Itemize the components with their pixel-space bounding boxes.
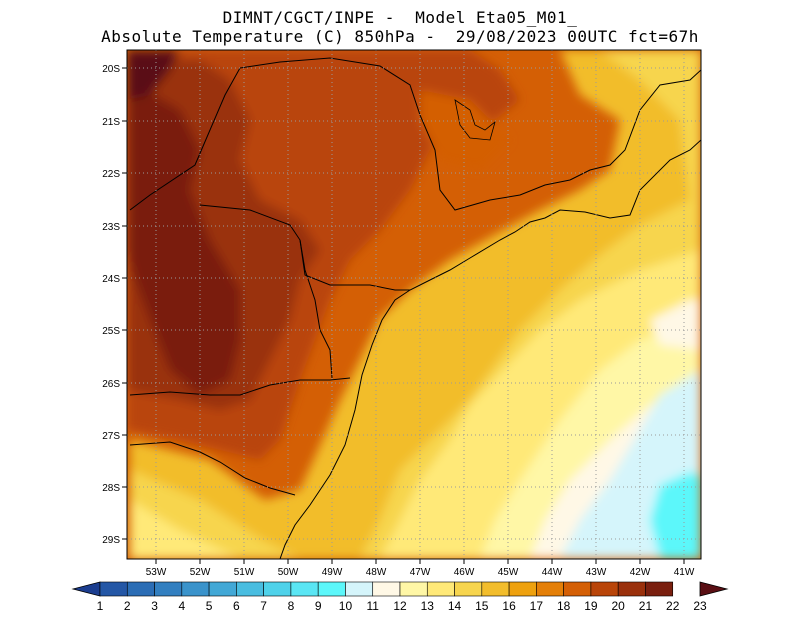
chart-title-line-2: Absolute Temperature (C) 850hPa - 29/08/… — [101, 27, 699, 46]
colorbar-segment — [372, 581, 401, 597]
colorbar-arrow-high — [699, 581, 729, 597]
colorbar-label: 13 — [421, 599, 435, 613]
colorbar-label: 22 — [666, 599, 680, 613]
colorbar-segment — [208, 581, 237, 597]
colorbar-segment — [481, 581, 510, 597]
lon-label: 49W — [322, 567, 343, 578]
lat-label: 28S — [102, 483, 120, 494]
colorbar-label: 23 — [693, 599, 707, 613]
colorbar-segment — [454, 581, 483, 597]
colorbar-segment — [563, 581, 592, 597]
contour-22 — [127, 50, 180, 100]
colorbar-label: 20 — [612, 599, 626, 613]
coastline — [279, 139, 701, 559]
lon-label: 47W — [410, 567, 431, 578]
lat-ticks — [122, 67, 127, 540]
colorbar-label: 3 — [151, 599, 158, 613]
colorbar-segment — [617, 581, 646, 597]
colorbar-label: 6 — [233, 599, 240, 613]
colorbar-segment — [317, 581, 346, 597]
colorbar-label: 7 — [260, 599, 267, 613]
colorbar-label: 14 — [448, 599, 462, 613]
colorbar-label: 2 — [124, 599, 131, 613]
river-parana — [299, 239, 333, 379]
colorbar-label: 1 — [97, 599, 104, 613]
lat-label: 27S — [102, 431, 120, 442]
lon-label: 52W — [190, 567, 211, 578]
contour-18-inner — [420, 90, 510, 170]
colorbar-segment — [590, 581, 619, 597]
colorbar-segment — [154, 581, 183, 597]
colorbar-label: 8 — [288, 599, 295, 613]
lon-label: 44W — [542, 567, 563, 578]
lat-label: 29S — [102, 535, 120, 546]
lon-label: 41W — [674, 567, 695, 578]
colorbar-label: 19 — [584, 599, 598, 613]
map-frame — [126, 49, 702, 560]
colorbar-segment — [536, 581, 564, 597]
contour-21 — [127, 80, 240, 395]
lat-label: 23S — [102, 222, 120, 233]
lake-furnas — [454, 99, 496, 141]
colorbar-segment — [126, 581, 155, 597]
colorbar-arrow-low — [71, 581, 101, 597]
colorbar-label: 11 — [366, 599, 379, 613]
state-border-ms-sp — [129, 67, 241, 211]
lat-label: 21S — [102, 117, 120, 128]
lon-label: 43W — [586, 567, 607, 578]
lat-label: 25S — [102, 326, 120, 337]
colorbar-label: 21 — [639, 599, 653, 613]
lon-label: 46W — [454, 567, 475, 578]
state-border-pr-sp — [199, 204, 410, 291]
colorbar-segment — [99, 581, 128, 597]
colorbar-segment — [426, 581, 455, 597]
state-border-mg-rj-es — [569, 69, 701, 181]
state-border-mg-sp — [239, 57, 571, 211]
colorbar-segment — [645, 581, 674, 597]
colorbar-label: 17 — [530, 599, 544, 613]
chart-title-line-1: DIMNT/CGCT/INPE - Model Eta05_M01_ — [222, 8, 578, 27]
state-border-sc-rs — [129, 441, 296, 496]
boundaries — [129, 57, 701, 559]
lon-label: 42W — [630, 567, 651, 578]
lon-label: 53W — [146, 567, 167, 578]
lon-label: 48W — [366, 567, 387, 578]
colorbar-label: 5 — [206, 599, 213, 613]
lat-label: 20S — [102, 64, 120, 75]
colorbar-label: 10 — [339, 599, 353, 613]
colorbar-label: 9 — [315, 599, 322, 613]
graticule — [127, 50, 701, 559]
lat-label: 22S — [102, 169, 120, 180]
colorbar-segment — [399, 581, 428, 597]
colorbar-segment — [508, 581, 537, 597]
colorbar-label: 16 — [502, 599, 516, 613]
colorbar-segment — [181, 581, 210, 597]
state-border-pr-sc — [129, 377, 351, 396]
lon-ticks — [155, 559, 685, 564]
lon-label: 45W — [498, 567, 519, 578]
colorbar-label: 15 — [475, 599, 489, 613]
colorbar-label: 12 — [393, 599, 407, 613]
colorbar-label: 18 — [557, 599, 571, 613]
contour-10 — [650, 472, 701, 559]
lat-label: 24S — [102, 274, 120, 285]
colorbar-label: 4 — [178, 599, 185, 613]
colorbar-segment — [345, 581, 374, 597]
colorbar-segment — [263, 581, 292, 597]
colorbar: 1 2 3 4 5 6 7 8 9 10 11 12 13 14 15 16 17 18 19 20 21 22 23 — [71, 581, 729, 613]
colorbar-segment — [236, 581, 264, 597]
temperature-field — [127, 50, 701, 559]
lat-label: 26S — [102, 379, 120, 390]
lon-label: 50W — [278, 567, 299, 578]
colorbar-segment — [290, 581, 319, 597]
lon-label: 51W — [234, 567, 255, 578]
